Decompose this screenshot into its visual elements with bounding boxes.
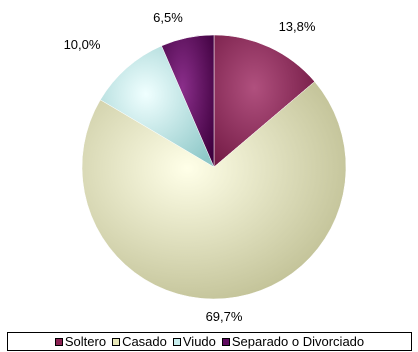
- legend: Soltero Casado Viudo Separado o Divorciado: [7, 332, 412, 351]
- legend-item-soltero: Soltero: [54, 334, 107, 349]
- legend-swatch: [54, 337, 63, 346]
- data-label-viudo: 10,0%: [64, 37, 101, 52]
- legend-swatch: [172, 337, 181, 346]
- legend-label: Viudo: [182, 334, 216, 349]
- pie-slice-separado-o-divorciado: [161, 34, 215, 168]
- legend-label: Separado o Divorciado: [231, 334, 365, 349]
- legend-item-viudo: Viudo: [172, 334, 216, 349]
- legend-swatch: [112, 337, 121, 346]
- legend-item-casado: Casado: [112, 334, 167, 349]
- legend-label: Casado: [122, 334, 167, 349]
- legend-label: Soltero: [64, 334, 107, 349]
- pie-slice-casado: [81, 81, 347, 300]
- data-label-separado-o-divorciado: 6,5%: [153, 10, 183, 25]
- pie-slice-viudo: [100, 45, 215, 168]
- data-label-casado: 69,7%: [206, 309, 243, 324]
- legend-item-separado-o-divorciado: Separado o Divorciado: [221, 334, 365, 349]
- pie-slice-soltero: [213, 34, 315, 168]
- data-label-soltero: 13,8%: [279, 19, 316, 34]
- legend-swatch: [221, 337, 230, 346]
